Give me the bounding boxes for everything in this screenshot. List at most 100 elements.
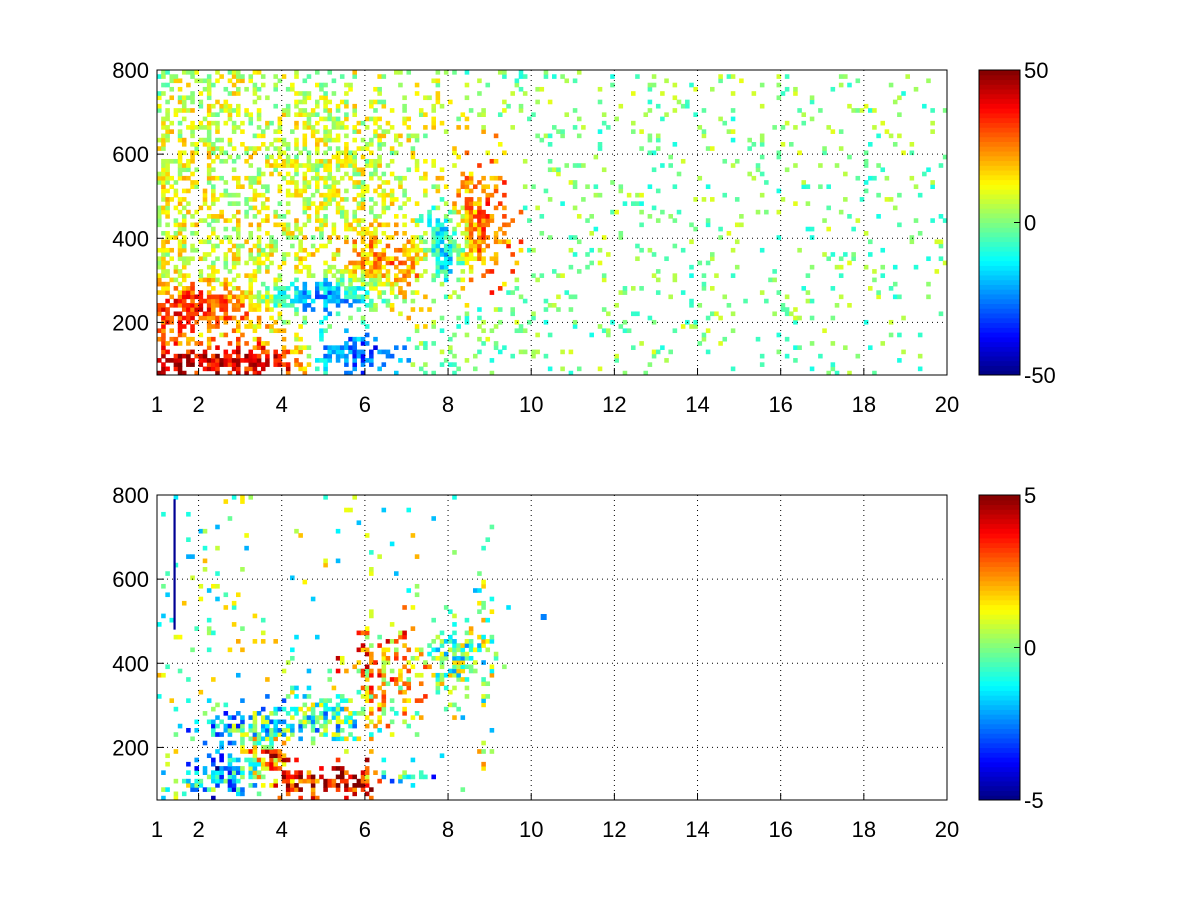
heatmap-cell: [236, 298, 241, 304]
heatmap-cell: [381, 677, 387, 682]
heatmap-cell: [364, 142, 370, 147]
heatmap-cell: [223, 302, 229, 308]
heatmap-cell: [265, 761, 270, 767]
heatmap-cell: [452, 685, 457, 691]
heatmap-cell: [809, 298, 815, 304]
heatmap-cell: [481, 235, 486, 240]
heatmap-cell: [423, 664, 428, 670]
heatmap-cell: [726, 129, 732, 134]
heatmap-cell: [335, 723, 341, 729]
heatmap-cell: [265, 286, 270, 291]
heatmap-cell: [435, 184, 441, 190]
heatmap-cell: [186, 70, 191, 75]
colorbar-swatch: [979, 757, 1020, 763]
heatmap-cell: [248, 205, 254, 211]
heatmap-cell: [489, 596, 495, 602]
heatmap-cell: [414, 252, 420, 257]
heatmap-cell: [331, 349, 337, 355]
heatmap-cell: [206, 719, 212, 725]
heatmap-cell: [323, 732, 328, 737]
heatmap-cell: [315, 634, 320, 640]
heatmap-cell: [227, 353, 233, 359]
heatmap-cell: [344, 150, 349, 156]
heatmap-cell: [173, 112, 179, 117]
heatmap-cell: [169, 247, 175, 253]
heatmap-cell: [410, 264, 416, 270]
heatmap-cell: [639, 286, 644, 291]
colorbar-swatch: [979, 571, 1020, 577]
heatmap-cell: [352, 349, 357, 355]
colorbar-swatch: [979, 590, 1020, 596]
heatmap-cell: [851, 252, 856, 257]
colorbar-swatch: [979, 795, 1020, 801]
heatmap-cell: [240, 736, 245, 742]
colorbar-swatch: [979, 117, 1020, 123]
heatmap-cell: [323, 562, 328, 568]
heatmap-cell: [535, 332, 540, 338]
heatmap-cell: [597, 142, 603, 147]
heatmap-cell: [231, 294, 237, 300]
colorbar-swatch: [979, 208, 1020, 214]
heatmap-cell: [564, 78, 570, 84]
heatmap-cell: [165, 70, 170, 75]
heatmap-cell: [410, 298, 416, 304]
heatmap-cell: [206, 252, 212, 257]
heatmap-cell: [464, 358, 470, 363]
heatmap-cell: [439, 197, 445, 202]
heatmap-cell: [701, 197, 707, 202]
heatmap-cell: [406, 137, 412, 143]
heatmap-cell: [161, 787, 166, 792]
heatmap-cell: [468, 188, 474, 194]
heatmap-cell: [377, 146, 382, 151]
heatmap-cell: [468, 180, 474, 185]
colorbar-swatch: [979, 509, 1020, 515]
heatmap-cell: [248, 273, 254, 278]
heatmap-cell: [260, 617, 266, 623]
heatmap-cell: [290, 163, 295, 168]
colorbar-tick-label: 50: [1024, 58, 1048, 83]
heatmap-cell: [281, 319, 287, 325]
heatmap-cell: [344, 715, 349, 720]
heatmap-cell: [273, 163, 278, 168]
heatmap-cell: [585, 252, 590, 257]
heatmap-cell: [572, 235, 578, 240]
heatmap-cell: [335, 715, 341, 720]
heatmap-cell: [381, 698, 387, 703]
colorbar-swatch: [979, 576, 1020, 582]
heatmap-cell: [211, 158, 216, 164]
heatmap-cell: [323, 778, 328, 784]
heatmap-cell: [493, 307, 499, 312]
heatmap-cell: [456, 677, 461, 682]
heatmap-cell: [306, 180, 312, 185]
heatmap-cell: [186, 761, 191, 767]
heatmap-cell: [256, 294, 262, 300]
heatmap-cell: [481, 740, 486, 746]
heatmap-cell: [302, 694, 308, 699]
heatmap-cell: [252, 205, 258, 211]
heatmap-cell: [269, 235, 274, 240]
heatmap-cell: [398, 142, 403, 147]
heatmap-cell: [206, 362, 212, 367]
heatmap-cell: [672, 108, 678, 113]
heatmap-cell: [294, 307, 299, 312]
heatmap-cell: [277, 328, 283, 334]
heatmap-cell: [219, 770, 224, 775]
heatmap-cell: [315, 99, 320, 105]
heatmap-cell: [647, 82, 653, 88]
heatmap-cell: [410, 290, 416, 295]
heatmap-cell: [331, 685, 337, 691]
heatmap-cell: [335, 125, 341, 130]
heatmap-cell: [323, 201, 328, 206]
heatmap-cell: [418, 672, 424, 678]
heatmap-cell: [456, 660, 461, 665]
heatmap-cell: [265, 677, 270, 682]
heatmap-cell: [431, 205, 436, 211]
heatmap-cell: [502, 205, 507, 211]
heatmap-cell: [847, 154, 852, 160]
heatmap-cell: [285, 783, 291, 788]
heatmap-cell: [369, 362, 374, 367]
heatmap-cell: [352, 70, 357, 75]
heatmap-cell: [730, 328, 736, 334]
heatmap-cell: [260, 774, 266, 780]
heatmap-cell: [327, 294, 333, 300]
